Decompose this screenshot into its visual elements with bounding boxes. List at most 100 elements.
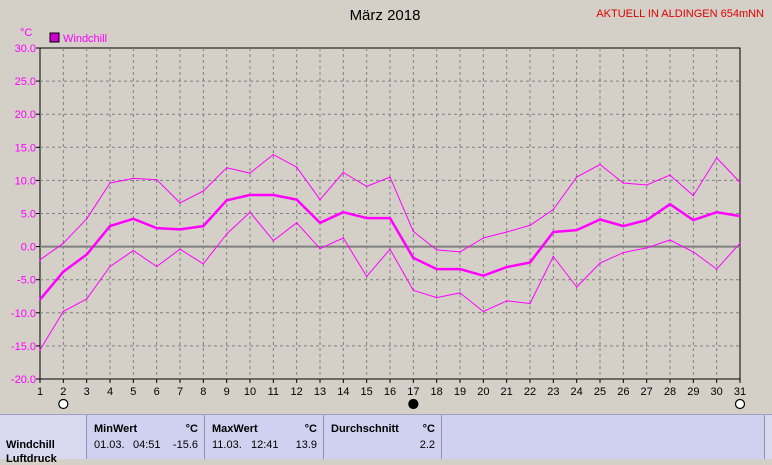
x-tick-label: 21 bbox=[501, 386, 513, 398]
x-tick-label: 27 bbox=[641, 386, 653, 398]
y-tick-label: 10.0 bbox=[15, 175, 36, 187]
data-point-max bbox=[575, 176, 578, 178]
data-point-min bbox=[389, 248, 391, 251]
data-point-mean bbox=[552, 231, 555, 233]
data-point-mean bbox=[342, 211, 345, 213]
x-tick-label: 9 bbox=[224, 386, 230, 398]
x-tick-label: 24 bbox=[571, 386, 583, 398]
x-tick-label: 1 bbox=[37, 386, 43, 398]
data-point-mean bbox=[202, 225, 205, 227]
data-point-max bbox=[132, 177, 135, 180]
x-tick-label: 7 bbox=[177, 386, 183, 398]
y-tick-label: 15.0 bbox=[15, 142, 36, 154]
data-point-mean bbox=[272, 194, 275, 196]
x-tick-label: 6 bbox=[154, 386, 160, 398]
stats-panel: Windchill Luftdruck MinWert °C 01.03. 04… bbox=[0, 414, 772, 465]
new-moon-icon bbox=[408, 398, 419, 410]
avg-unit: °C bbox=[422, 423, 435, 435]
y-tick-label: 25.0 bbox=[15, 76, 36, 88]
data-point-min bbox=[692, 251, 695, 253]
data-point-mean bbox=[599, 218, 601, 221]
x-tick-label: 8 bbox=[200, 386, 206, 398]
x-tick-label: 10 bbox=[244, 386, 256, 398]
data-point-mean bbox=[459, 268, 461, 270]
data-point-max bbox=[109, 182, 111, 184]
data-point-max bbox=[505, 231, 508, 233]
data-point-mean bbox=[109, 225, 111, 227]
x-tick-label: 28 bbox=[664, 386, 676, 398]
data-point-min bbox=[622, 251, 625, 254]
legend-label: Windchill bbox=[63, 33, 107, 45]
x-tick-label: 17 bbox=[407, 386, 419, 398]
y-tick-label: 20.0 bbox=[15, 109, 36, 121]
x-tick-label: 13 bbox=[314, 386, 326, 398]
data-point-mean bbox=[529, 261, 531, 264]
data-point-mean bbox=[155, 227, 158, 229]
avg-value: 2.2 bbox=[419, 439, 435, 451]
full-moon-icon bbox=[58, 398, 69, 410]
max-value: 13.9 bbox=[295, 439, 317, 451]
data-point-max bbox=[342, 171, 345, 174]
x-tick-label: 15 bbox=[361, 386, 373, 398]
data-point-mean bbox=[62, 270, 65, 273]
data-point-max bbox=[295, 166, 298, 168]
data-point-mean bbox=[319, 221, 321, 224]
data-point-max bbox=[249, 172, 251, 174]
max-date: 11.03. bbox=[212, 439, 242, 451]
x-tick-label: 26 bbox=[617, 386, 629, 398]
data-point-max bbox=[669, 174, 671, 176]
data-point-max bbox=[155, 178, 158, 181]
x-tick-label: 5 bbox=[130, 386, 136, 398]
data-point-min bbox=[39, 349, 41, 351]
data-point-max bbox=[435, 249, 438, 251]
data-point-max bbox=[529, 224, 531, 227]
data-point-mean bbox=[365, 217, 368, 219]
data-point-min bbox=[529, 302, 531, 305]
data-point-mean bbox=[645, 219, 648, 221]
data-point-min bbox=[132, 249, 135, 252]
min-time: 04:51 bbox=[133, 439, 161, 451]
data-point-max bbox=[365, 185, 368, 188]
stats-row2-label: Luftdruck bbox=[6, 453, 57, 465]
data-point-mean bbox=[225, 199, 228, 202]
data-point-min bbox=[435, 296, 438, 299]
data-point-min bbox=[365, 275, 368, 278]
max-time: 12:41 bbox=[251, 439, 279, 451]
x-tick-label: 18 bbox=[431, 386, 443, 398]
data-point-min bbox=[575, 286, 578, 288]
y-tick-label: 30.0 bbox=[15, 43, 36, 55]
data-point-max bbox=[482, 237, 485, 239]
data-point-max bbox=[179, 202, 181, 204]
data-point-mean bbox=[412, 257, 415, 259]
chart-title: März 2018 bbox=[350, 7, 421, 24]
data-point-max bbox=[645, 184, 648, 186]
stats-min-cell: MinWert °C 01.03. 04:51 -15.6 bbox=[87, 415, 205, 459]
station-label: AKTUELL IN ALDINGEN 654mNN bbox=[596, 8, 764, 20]
data-point-min bbox=[85, 298, 88, 300]
data-point-max bbox=[459, 251, 461, 253]
x-tick-label: 2 bbox=[60, 386, 66, 398]
full-moon-icon bbox=[734, 398, 746, 410]
stats-empty-cell bbox=[442, 415, 765, 459]
data-point-max bbox=[599, 163, 601, 166]
x-tick-label: 20 bbox=[477, 386, 489, 398]
x-tick-label: 29 bbox=[687, 386, 699, 398]
stats-row-label: Windchill bbox=[6, 439, 55, 451]
y-tick-label: -10.0 bbox=[11, 308, 36, 320]
data-point-max bbox=[622, 182, 625, 184]
data-point-mean bbox=[622, 225, 625, 227]
data-point-max bbox=[62, 242, 65, 245]
data-point-max bbox=[692, 194, 695, 197]
data-point-min bbox=[295, 221, 298, 224]
data-point-min bbox=[249, 211, 251, 213]
y-tick-label: -15.0 bbox=[11, 341, 36, 353]
data-point-min bbox=[715, 268, 718, 270]
data-point-min bbox=[669, 239, 671, 241]
data-point-mean bbox=[295, 198, 298, 201]
data-point-min bbox=[645, 247, 648, 249]
data-point-min bbox=[225, 233, 228, 235]
data-point-max bbox=[272, 153, 275, 156]
legend-swatch bbox=[49, 32, 60, 43]
x-tick-label: 30 bbox=[711, 386, 723, 398]
data-point-min bbox=[179, 248, 181, 251]
